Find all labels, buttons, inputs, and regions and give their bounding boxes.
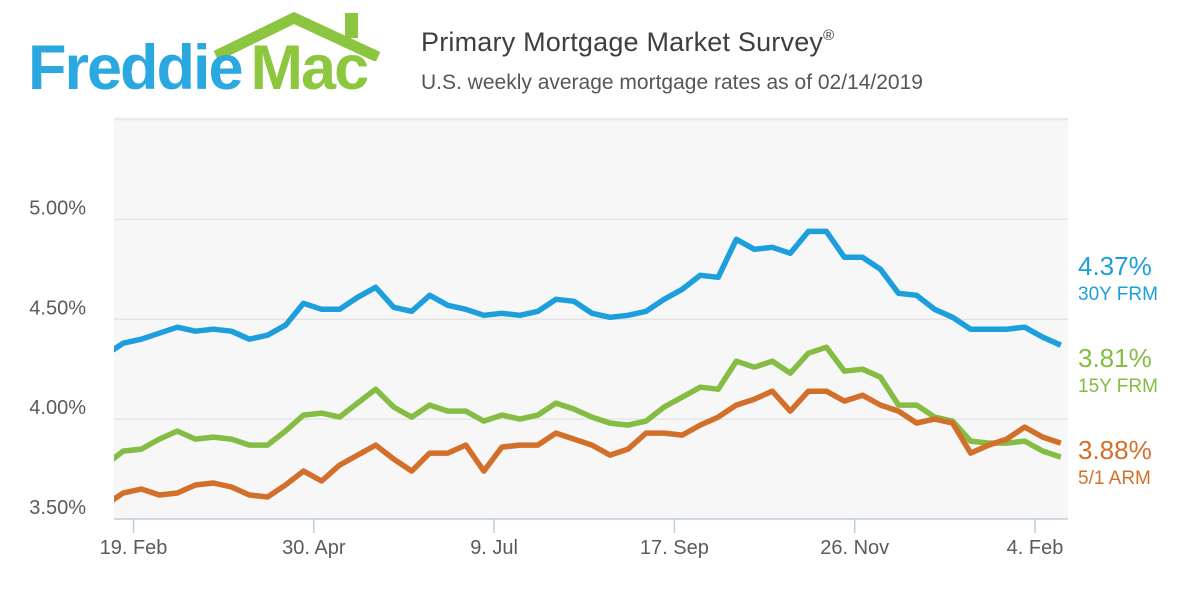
series-line-5-1-arm[interactable] (105, 388, 1062, 505)
x-axis-label: 9. Jul (470, 537, 518, 559)
series-name-label: 5/1 ARM (1078, 468, 1151, 489)
page-title-text: Primary Mortgage Market Survey (421, 27, 824, 57)
y-axis-label: 3.50% (29, 497, 86, 519)
page-title: Primary Mortgage Market Survey® (421, 26, 923, 58)
logo-wordmark: Freddie Mac (28, 33, 370, 103)
header-titles: Primary Mortgage Market Survey® U.S. wee… (421, 26, 923, 95)
x-axis-label: 4. Feb (1007, 537, 1064, 559)
latest-rate-30y-frm: 4.37% 30Y FRM (1078, 251, 1198, 306)
latest-rate-value: 3.88% (1078, 435, 1152, 465)
latest-rate-value: 4.37% (1078, 251, 1152, 281)
latest-rate-15y-frm: 3.81% 15Y FRM (1078, 343, 1198, 398)
series-name-label: 15Y FRM (1078, 376, 1158, 397)
latest-rate-5-1-arm: 3.88% 5/1 ARM (1078, 435, 1198, 490)
logo-word-mac: Mac (250, 33, 370, 103)
series-name-label: 30Y FRM (1078, 284, 1158, 305)
y-axis-label: 4.00% (29, 397, 86, 419)
plot-background (114, 117, 1068, 519)
x-axis-label: 17. Sep (640, 537, 709, 559)
latest-rate-value: 3.81% (1078, 343, 1152, 373)
y-axis-label: 5.00% (29, 197, 86, 219)
logo-word-freddie: Freddie (28, 33, 244, 103)
x-axis-label: 19. Feb (100, 537, 168, 559)
freddie-mac-logo: Freddie Mac (0, 0, 400, 115)
registered-trademark-mark: ® (823, 27, 835, 44)
x-axis-label: 26. Nov (820, 537, 889, 559)
y-axis-label: 4.50% (29, 297, 86, 319)
x-axis-label: 30. Apr (282, 537, 346, 559)
series-line-30y-frm[interactable] (105, 228, 1062, 355)
series-line-15y-frm[interactable] (105, 344, 1062, 465)
page-subtitle: U.S. weekly average mortgage rates as of… (421, 71, 923, 94)
logo-roof-icon (213, 11, 381, 61)
